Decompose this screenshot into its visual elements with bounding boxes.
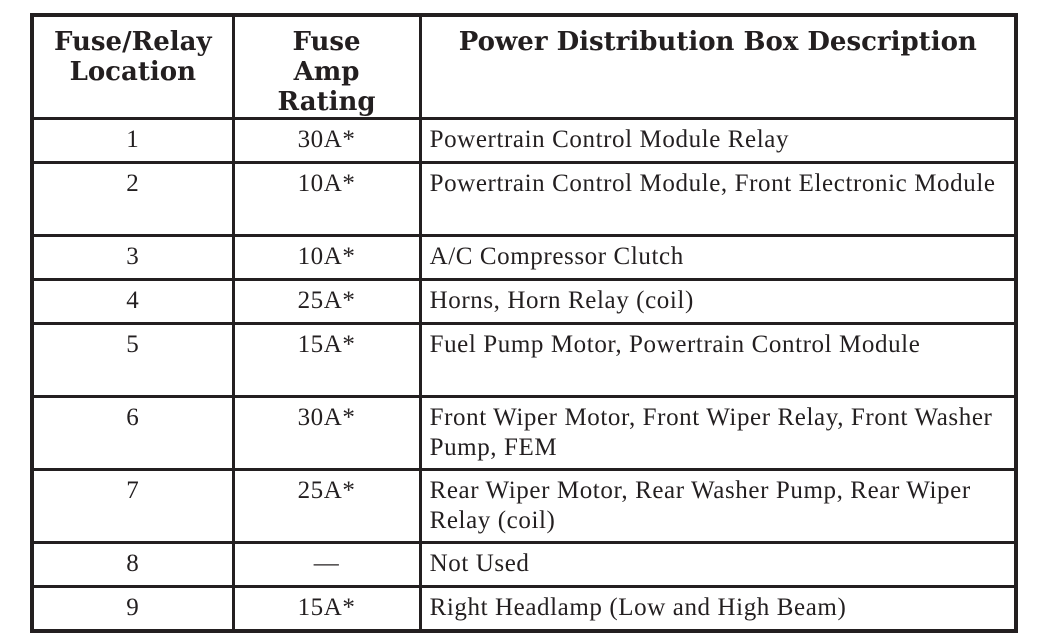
table-row: 7 25A* Rear Wiper Motor, Rear Washer Pump,… bbox=[30, 468, 1018, 544]
table-row: 2 10A* Powertrain Control Module, Front El… bbox=[30, 161, 1018, 237]
header-rating: Fuse Amp Rating bbox=[231, 13, 422, 120]
description-cell: Not Used bbox=[418, 541, 1018, 588]
location-cell: 6 bbox=[30, 395, 235, 471]
table-row: 4 25A* Horns, Horn Relay (coil) bbox=[30, 278, 1018, 325]
table-row: 5 15A* Fuel Pump Motor, Powertrain Control… bbox=[30, 322, 1018, 398]
rating-cell: 10A* bbox=[231, 161, 422, 237]
header-description: Power Distribution Box Description bbox=[418, 13, 1018, 120]
description-cell: Horns, Horn Relay (coil) bbox=[418, 278, 1018, 325]
location-cell: 5 bbox=[30, 322, 235, 398]
description-cell: Fuel Pump Motor, Powertrain Control Modu… bbox=[418, 322, 1018, 398]
description-cell: A/C Compressor Clutch bbox=[418, 234, 1018, 281]
description-cell: Powertrain Control Module Relay bbox=[418, 117, 1018, 164]
header-row: Fuse/Relay Location Fuse Amp Rating Powe… bbox=[30, 13, 1018, 120]
description-cell: Front Wiper Motor, Front Wiper Relay, Fr… bbox=[418, 395, 1018, 471]
rating-cell: 25A* bbox=[231, 468, 422, 544]
location-cell: 9 bbox=[30, 585, 235, 633]
rating-cell: 10A* bbox=[231, 234, 422, 281]
table-row: 9 15A* Right Headlamp (Low and High Beam) bbox=[30, 585, 1018, 633]
fuse-table: Fuse/Relay Location Fuse Amp Rating Powe… bbox=[30, 13, 1018, 633]
table-row: 6 30A* Front Wiper Motor, Front Wiper Rela… bbox=[30, 395, 1018, 471]
location-cell: 3 bbox=[30, 234, 235, 281]
description-cell: Powertrain Control Module, Front Electro… bbox=[418, 161, 1018, 237]
table-row: 1 30A* Powertrain Control Module Relay bbox=[30, 117, 1018, 164]
rating-cell: 30A* bbox=[231, 117, 422, 164]
description-cell: Right Headlamp (Low and High Beam) bbox=[418, 585, 1018, 633]
rating-cell: 15A* bbox=[231, 322, 422, 398]
location-cell: 4 bbox=[30, 278, 235, 325]
location-cell: 1 bbox=[30, 117, 235, 164]
location-cell: 7 bbox=[30, 468, 235, 544]
rating-cell: 25A* bbox=[231, 278, 422, 325]
rating-cell: 15A* bbox=[231, 585, 422, 633]
location-cell: 8 bbox=[30, 541, 235, 588]
header-location: Fuse/Relay Location bbox=[30, 13, 235, 120]
table-row: 3 10A* A/C Compressor Clutch bbox=[30, 234, 1018, 281]
location-cell: 2 bbox=[30, 161, 235, 237]
table-row: 8— Not Used bbox=[30, 541, 1018, 588]
description-cell: Rear Wiper Motor, Rear Washer Pump, Rear… bbox=[418, 468, 1018, 544]
rating-cell: 30A* bbox=[231, 395, 422, 471]
rating-cell: — bbox=[231, 541, 422, 588]
